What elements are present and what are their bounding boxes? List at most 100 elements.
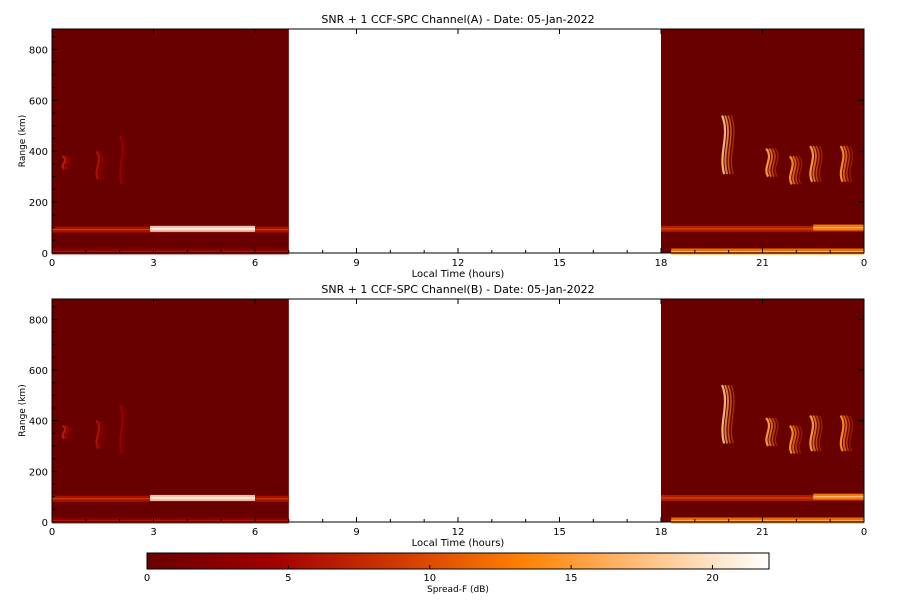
spread-f-plume [118, 135, 124, 185]
spread-f-plume [809, 145, 815, 183]
chart-title: SNR + 1 CCF-SPC Channel(B) - Date: 05-Ja… [321, 283, 594, 296]
data-block-1 [661, 29, 864, 253]
spread-f-plume [61, 155, 67, 170]
spread-f-plume [768, 417, 773, 447]
y-tick-label: 200 [29, 467, 48, 478]
spread-f-plume [128, 135, 133, 185]
spread-f-plume [101, 150, 106, 180]
spread-f-plume [812, 415, 817, 452]
spread-f-plume [118, 404, 124, 454]
spread-f-plume [122, 405, 127, 454]
spread-f-plume [64, 155, 70, 170]
spread-f-plume [128, 405, 133, 454]
x-tick-label: 0 [49, 258, 55, 269]
spread-f-plume [774, 148, 779, 177]
spread-f-plume [798, 155, 803, 185]
y-tick-label: 0 [42, 249, 48, 260]
data-block-0 [52, 29, 289, 253]
y-tick-label: 400 [29, 417, 48, 428]
spread-f-plume [842, 145, 848, 183]
x-tick-label: 21 [756, 527, 769, 538]
colorbar-tick-label: 10 [423, 573, 436, 584]
spread-f-plume [771, 148, 776, 178]
spread-f-plume [792, 155, 797, 185]
spread-f-plume [815, 145, 820, 183]
x-tick-label: 12 [452, 258, 465, 269]
colorbar-tick-label: 20 [706, 573, 719, 584]
y-tick-label: 400 [29, 147, 48, 158]
spread-f-plume [818, 145, 823, 183]
spread-f-plume [774, 417, 779, 447]
spread-f-plume [730, 384, 735, 444]
spread-f-plume [122, 135, 127, 185]
panel-channel-b: SNR + 1 CCF-SPC Channel(B) - Date: 05-Ja… [18, 283, 867, 549]
colorbar-label: Spread-F (dB) [427, 585, 489, 595]
spread-f-plume [815, 415, 820, 452]
spread-f-plume [768, 148, 773, 178]
spread-f-plume [792, 425, 797, 455]
x-tick-label: 3 [150, 527, 156, 538]
spread-f-plume [765, 417, 771, 447]
spread-f-plume [845, 415, 851, 452]
colorbar-tick-label: 5 [285, 573, 291, 584]
spread-f-plume [849, 145, 854, 183]
spread-f-plume [795, 155, 800, 185]
colorbar-tick-label: 0 [144, 573, 150, 584]
spread-f-plume [98, 420, 104, 450]
spread-f-plume [721, 115, 727, 175]
spread-f-plume [842, 415, 848, 452]
spread-f-plume [71, 425, 75, 439]
y-tick-label: 600 [29, 366, 48, 377]
x-tick-label: 15 [553, 527, 566, 538]
x-tick-label: 0 [861, 527, 867, 538]
x-tick-label: 15 [553, 258, 566, 269]
spread-f-plume [724, 115, 729, 175]
spread-f-plume [721, 384, 727, 444]
spread-f-plume [61, 424, 67, 440]
spread-f-plume [67, 425, 73, 440]
spread-f-plume [849, 415, 854, 452]
y-tick-label: 800 [29, 315, 48, 326]
spread-f-plume [839, 145, 845, 183]
spread-f-plume [771, 417, 776, 447]
y-axis-label: Range (km) [18, 115, 28, 167]
spread-f-plume [125, 135, 130, 185]
spread-f-plume [95, 150, 101, 180]
spread-f-plume [104, 420, 109, 449]
spread-f-plume [798, 425, 803, 454]
panel-channel-a: SNR + 1 CCF-SPC Channel(A) - Date: 05-Ja… [18, 13, 867, 280]
spread-f-plume [71, 155, 75, 170]
chart-title: SNR + 1 CCF-SPC Channel(A) - Date: 05-Ja… [321, 13, 594, 26]
spread-f-plume [98, 150, 104, 180]
spread-f-plume [839, 414, 845, 452]
spread-f-plume [812, 145, 817, 183]
spread-f-plume [727, 115, 732, 175]
spread-f-plume [788, 155, 794, 185]
x-tick-label: 21 [756, 258, 769, 269]
spread-f-plume [125, 405, 130, 454]
spread-f-plume [104, 150, 109, 180]
colorbar: 0 5 10 15 20 Spread-F (dB) [144, 552, 770, 595]
x-tick-label: 12 [452, 527, 465, 538]
x-axis-label: Local Time (hours) [412, 538, 505, 549]
spread-f-plume [64, 424, 70, 440]
data-block-0 [52, 299, 289, 522]
spread-f-plume [788, 425, 794, 455]
spread-f-plume [765, 147, 771, 178]
spread-f-plume [795, 425, 800, 454]
x-tick-label: 18 [655, 527, 668, 538]
x-axis-label: Local Time (hours) [412, 269, 505, 280]
x-tick-label: 6 [252, 258, 258, 269]
x-tick-label: 6 [252, 527, 258, 538]
spread-f-plume [95, 419, 101, 450]
spread-f-plume [845, 145, 851, 183]
x-tick-label: 9 [353, 527, 359, 538]
colorbar-gradient [146, 552, 770, 570]
spread-f-plume [818, 415, 823, 452]
y-tick-label: 200 [29, 198, 48, 209]
spread-f-plume [101, 420, 106, 449]
colorbar-tick-label: 15 [565, 573, 578, 584]
x-tick-label: 0 [49, 527, 55, 538]
x-tick-label: 0 [861, 258, 867, 269]
